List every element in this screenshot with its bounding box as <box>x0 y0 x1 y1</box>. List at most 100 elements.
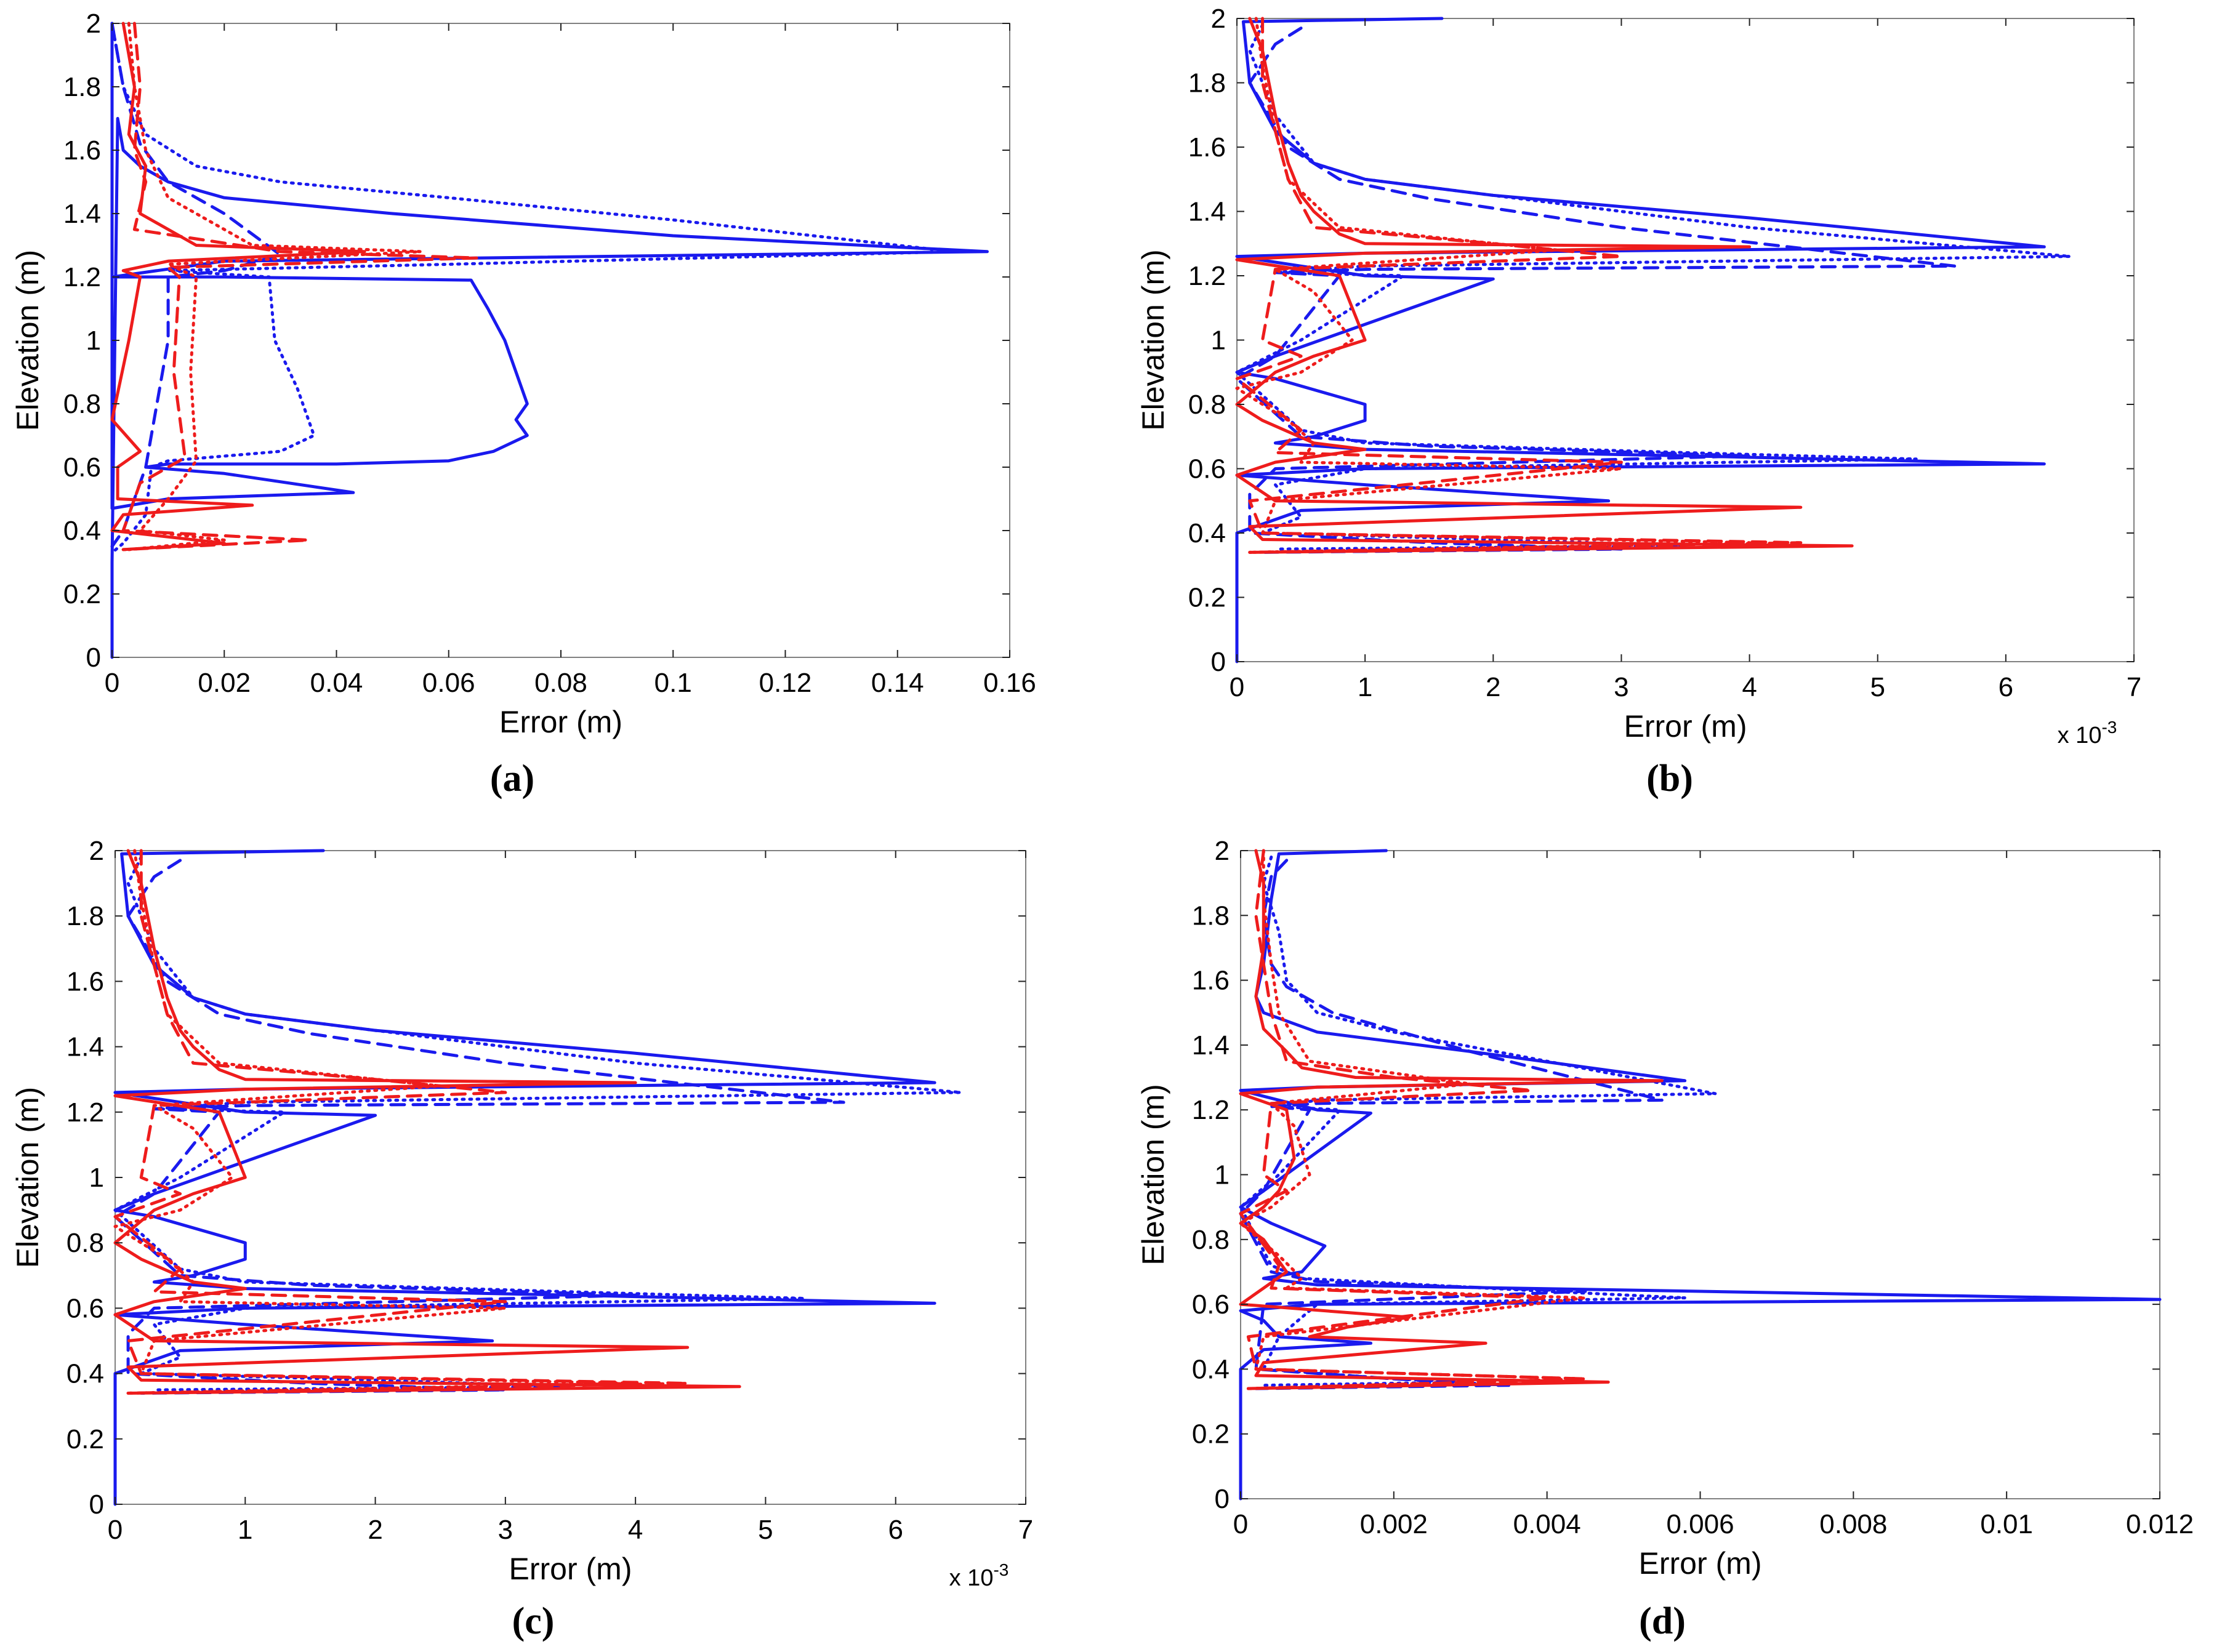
x-tick-label: 0.12 <box>759 668 812 698</box>
x-tick-label: 0 <box>105 668 119 698</box>
x-tick-label: 5 <box>1870 672 1885 702</box>
y-tick-label: 1.8 <box>63 72 101 102</box>
y-tick-label: 1.8 <box>66 901 104 931</box>
series-line-red-dashed <box>1235 17 1803 554</box>
y-tick-label: 0.6 <box>1188 454 1226 484</box>
y-tick-label: 0.6 <box>1192 1289 1230 1320</box>
series-line-blue-dotted <box>1235 23 2072 551</box>
y-tick-label: 1.6 <box>63 135 101 166</box>
y-tick-label: 2 <box>89 836 104 866</box>
x-tick-label: 7 <box>1018 1515 1033 1545</box>
y-tick-label: 1.2 <box>1188 261 1226 291</box>
y-tick-label: 1.2 <box>66 1097 104 1128</box>
x-tick-label: 0 <box>1230 672 1244 702</box>
series-line-red-solid <box>113 849 741 1395</box>
x-tick-label: 1 <box>1358 672 1372 702</box>
y-tick-label: 0 <box>1211 647 1226 677</box>
x-tick-label: 0.04 <box>310 668 363 698</box>
x-tick-label: 0.14 <box>871 668 924 698</box>
x-axis-label: Error (m) <box>1624 709 1747 744</box>
series-line-red-dotted <box>127 22 422 551</box>
y-tick-label: 1.4 <box>66 1032 104 1062</box>
y-tick-label: 2 <box>1211 4 1226 34</box>
series-line-red-solid <box>1235 17 1854 554</box>
x-tick-label: 0 <box>1233 1509 1248 1539</box>
y-tick-label: 0.4 <box>66 1359 104 1389</box>
x-tick-label: 3 <box>498 1515 513 1545</box>
y-tick-label: 0.6 <box>66 1293 104 1323</box>
x-tick-label: 0.16 <box>983 668 1036 698</box>
series-line-blue-solid <box>110 22 989 659</box>
series-line-red-dotted <box>1239 849 1587 1390</box>
x-tick-label: 0.06 <box>422 668 475 698</box>
x-tick-label: 0.004 <box>1513 1509 1581 1539</box>
series-line-blue-dashed <box>1235 26 1957 554</box>
series-line-blue-solid <box>1235 17 2046 664</box>
y-tick-label: 1.2 <box>63 262 101 292</box>
x-tick-label: 4 <box>1742 672 1757 702</box>
x-tick-label: 0.08 <box>534 668 587 698</box>
x-tick-label: 0.01 <box>1980 1509 2033 1539</box>
y-tick-label: 1.6 <box>1192 966 1230 996</box>
series-line-blue-solid <box>113 849 936 1506</box>
x-axis-label: Error (m) <box>509 1552 632 1586</box>
series-line-red-dashed <box>121 22 478 551</box>
x-tick-label: 5 <box>758 1515 773 1545</box>
x-tick-label: 2 <box>368 1515 382 1545</box>
y-tick-label: 1 <box>1215 1160 1230 1190</box>
y-tick-label: 2 <box>86 9 101 39</box>
y-tick-label: 1 <box>1211 326 1226 356</box>
panel-b: 0 1 2 3 4 5 6 7 0 0.2 0.4 0.6 0.8 1 1.2 1.4 1.6 1.8 2 Error… <box>1136 4 2141 800</box>
y-axis-label: Elevation (m) <box>1136 249 1170 431</box>
x-tick-label: 7 <box>2127 672 2141 702</box>
series-line-blue-solid <box>1239 849 2162 1501</box>
y-tick-label: 0.8 <box>66 1228 104 1258</box>
series-line-blue-dashed <box>1239 859 1664 1390</box>
series-line-blue-dotted <box>113 856 962 1392</box>
y-tick-label: 0.2 <box>63 579 101 609</box>
y-tick-label: 0.2 <box>1188 583 1226 613</box>
y-tick-label: 0.8 <box>1188 390 1226 420</box>
x-tick-label: 4 <box>628 1515 643 1545</box>
x-tick-label: 0.006 <box>1666 1509 1734 1539</box>
plot-area-frame <box>111 23 1010 658</box>
y-tick-label: 1.8 <box>1192 900 1230 931</box>
panel-c: 0 1 2 3 4 5 6 7 0 0.2 0.4 0.6 0.8 1 1.2 1.4 1.6 1.8 2 Error… <box>10 836 1033 1642</box>
series-line-red-solid <box>110 22 366 551</box>
series-line-red-dashed <box>1239 849 1587 1390</box>
y-tick-label: 0.8 <box>63 389 101 419</box>
x-tick-label: 1 <box>238 1515 252 1545</box>
panel-caption: (b) <box>1646 758 1693 800</box>
panel-d: 0 0.002 0.004 0.006 0.008 0.01 0.012 0 0.2 0.4 0.6… <box>1136 836 2194 1642</box>
series-line-blue-dashed <box>113 859 845 1395</box>
x-axis-label: Error (m) <box>499 705 622 739</box>
panel-caption: (d) <box>1639 1600 1686 1642</box>
y-tick-label: 1.6 <box>1188 132 1226 162</box>
plot-area-frame <box>1236 18 2135 662</box>
y-tick-label: 1.4 <box>1192 1030 1230 1061</box>
x-tick-label: 2 <box>1486 672 1500 702</box>
y-tick-label: 0.4 <box>1188 518 1226 548</box>
x-axis-exponent: x 10-3 <box>949 1560 1009 1591</box>
x-axis-label: Error (m) <box>1639 1546 1762 1581</box>
x-tick-label: 0.002 <box>1360 1509 1428 1539</box>
x-tick-label: 3 <box>1614 672 1628 702</box>
y-tick-label: 1 <box>86 326 101 356</box>
y-tick-label: 2 <box>1215 836 1230 866</box>
x-tick-label: 0.1 <box>654 668 692 698</box>
x-tick-label: 0.02 <box>198 668 251 698</box>
x-tick-label: 0 <box>108 1515 123 1545</box>
y-tick-label: 1.4 <box>63 199 101 229</box>
x-tick-label: 6 <box>888 1515 903 1545</box>
panel-a: 0 0.02 0.04 0.06 0.08 0.1 0.12 0.14 0.16 0 0.2 0.4 0… <box>10 9 1036 800</box>
plot-area-frame <box>1240 850 2160 1499</box>
x-tick-label: 0.008 <box>1819 1509 1887 1539</box>
series-line-blue-dotted <box>1239 856 1717 1387</box>
y-tick-label: 1.6 <box>66 966 104 996</box>
y-axis-label: Elevation (m) <box>10 250 45 431</box>
x-tick-label: 0.012 <box>2126 1509 2194 1539</box>
series-line-red-dotted <box>113 849 637 1395</box>
y-tick-label: 1.8 <box>1188 68 1226 98</box>
y-axis-label: Elevation (m) <box>1136 1084 1170 1265</box>
